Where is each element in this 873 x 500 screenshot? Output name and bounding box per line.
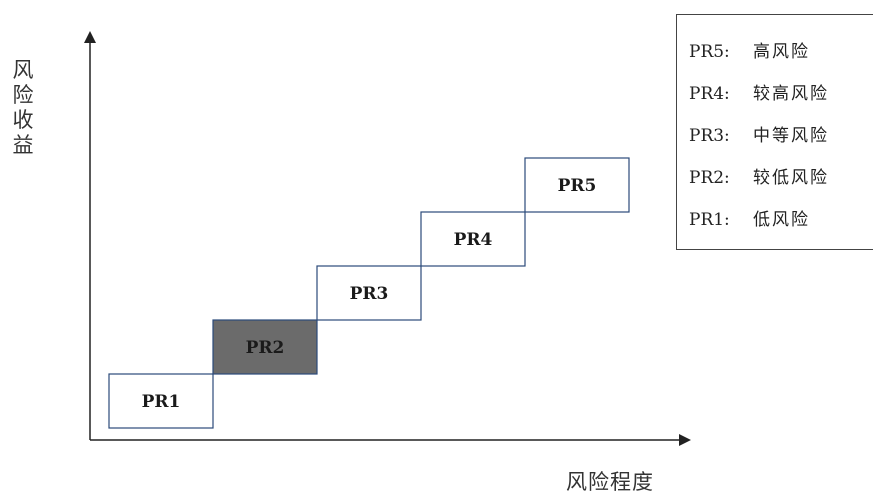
level-boxes: PR1 PR2 PR3 PR4 PR5 bbox=[108, 157, 630, 429]
level-box-pr3 bbox=[316, 265, 422, 321]
legend-box: PR5: 高风险 PR4: 较高风险 PR3: 中等风险 PR2: 较低风险 PR1: 低… bbox=[676, 14, 873, 250]
legend-item-pr1: PR1: 低风险 bbox=[689, 205, 810, 230]
level-label-pr2: PR2 bbox=[246, 338, 285, 358]
level-box-pr1 bbox=[108, 373, 214, 429]
y-axis-label-char: 收 bbox=[12, 108, 34, 132]
level-label-pr1: PR1 bbox=[142, 392, 181, 412]
legend-code: PR1: bbox=[689, 210, 730, 230]
legend-item-pr4: PR4: 较高风险 bbox=[689, 79, 829, 104]
y-axis-label: 风 险 收 益 bbox=[10, 58, 36, 158]
legend-desc: 中等风险 bbox=[753, 126, 829, 146]
level-label-pr3: PR3 bbox=[350, 284, 389, 304]
legend-code: PR2: bbox=[689, 168, 730, 188]
y-axis-label-char: 益 bbox=[12, 133, 34, 157]
level-label-pr4: PR4 bbox=[454, 230, 493, 250]
y-axis-label-char: 险 bbox=[12, 83, 34, 107]
legend-desc: 较低风险 bbox=[753, 168, 829, 188]
level-box-pr2 bbox=[212, 319, 318, 375]
level-box-pr5 bbox=[524, 157, 630, 213]
legend-item-pr2: PR2: 较低风险 bbox=[689, 163, 829, 188]
y-axis-label-char: 风 bbox=[12, 58, 34, 82]
legend-code: PR4: bbox=[689, 84, 730, 104]
legend-code: PR3: bbox=[689, 126, 730, 146]
legend-item-pr5: PR5: 高风险 bbox=[689, 37, 810, 62]
legend-desc: 低风险 bbox=[753, 210, 810, 230]
legend-desc: 较高风险 bbox=[753, 84, 829, 104]
x-axis-label: 风险程度 bbox=[566, 470, 654, 494]
level-box-pr4 bbox=[420, 211, 526, 267]
legend-item-pr3: PR3: 中等风险 bbox=[689, 121, 829, 146]
legend-code: PR5: bbox=[689, 42, 730, 62]
legend-desc: 高风险 bbox=[753, 42, 810, 62]
level-label-pr5: PR5 bbox=[558, 176, 597, 196]
